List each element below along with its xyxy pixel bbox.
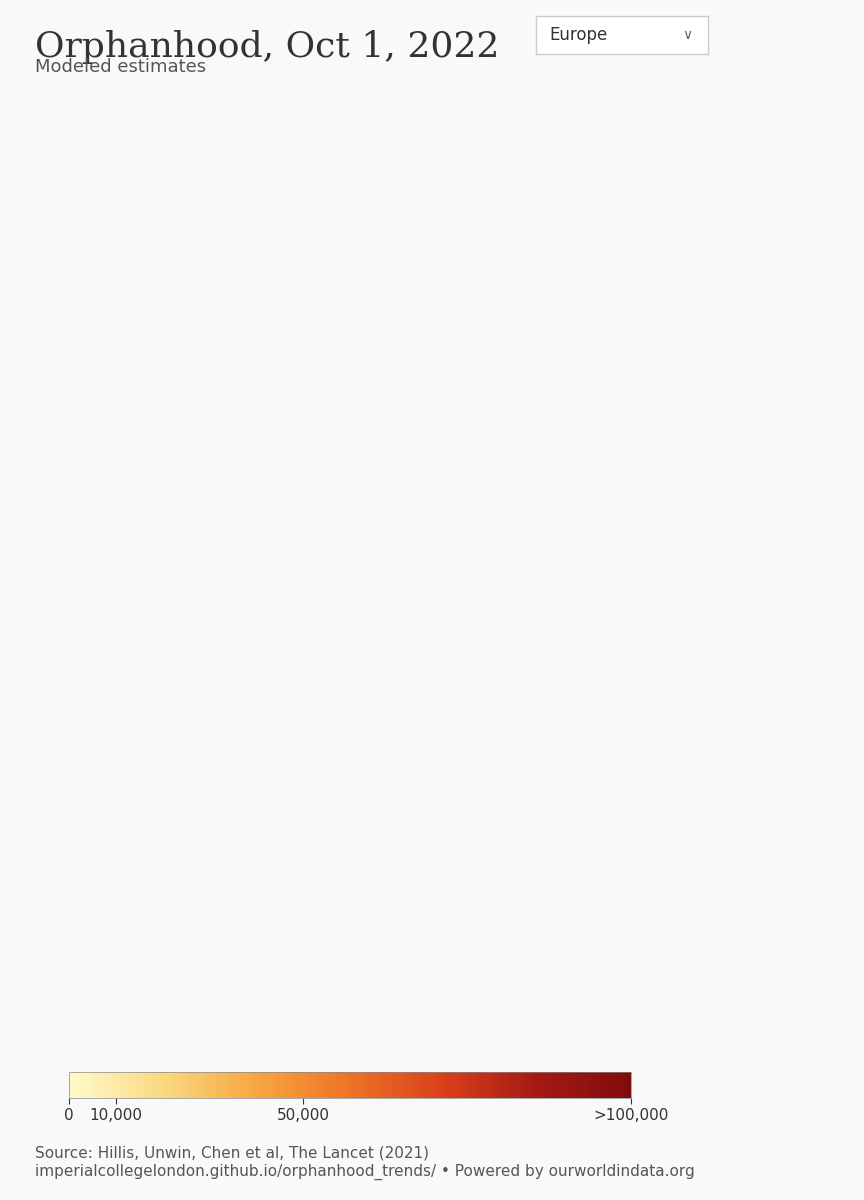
Text: Modeled estimates: Modeled estimates	[35, 58, 206, 76]
Text: Europe: Europe	[550, 25, 607, 43]
Text: Orphanhood, Oct 1, 2022: Orphanhood, Oct 1, 2022	[35, 30, 499, 64]
Text: Source: Hillis, Unwin, Chen et al, The Lancet (2021): Source: Hillis, Unwin, Chen et al, The L…	[35, 1146, 429, 1162]
Text: imperialcollegelondon.github.io/orphanhood_trends/ • Powered by ourworldindata.o: imperialcollegelondon.github.io/orphanho…	[35, 1164, 695, 1181]
Text: ∨: ∨	[683, 28, 693, 42]
